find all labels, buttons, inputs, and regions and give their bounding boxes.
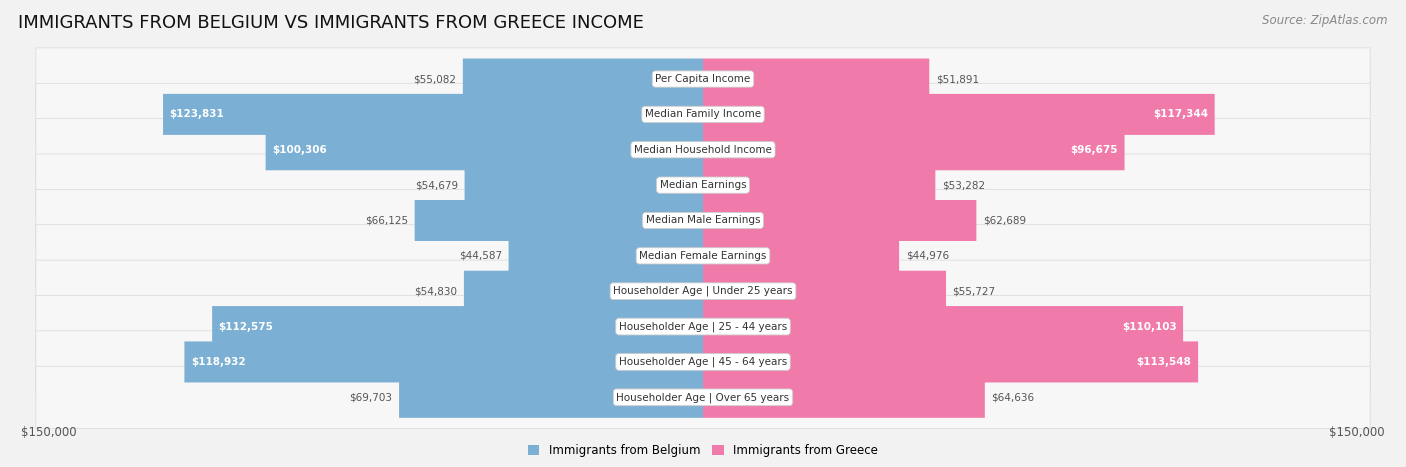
Text: $44,976: $44,976	[905, 251, 949, 261]
FancyBboxPatch shape	[212, 306, 703, 347]
Text: Householder Age | 25 - 44 years: Householder Age | 25 - 44 years	[619, 321, 787, 332]
FancyBboxPatch shape	[37, 83, 1369, 146]
Text: Median Male Earnings: Median Male Earnings	[645, 215, 761, 226]
Text: Householder Age | Under 25 years: Householder Age | Under 25 years	[613, 286, 793, 297]
Text: $66,125: $66,125	[366, 215, 408, 226]
Text: IMMIGRANTS FROM BELGIUM VS IMMIGRANTS FROM GREECE INCOME: IMMIGRANTS FROM BELGIUM VS IMMIGRANTS FR…	[18, 14, 644, 32]
Text: $113,548: $113,548	[1136, 357, 1191, 367]
FancyBboxPatch shape	[37, 296, 1369, 358]
FancyBboxPatch shape	[703, 164, 935, 205]
FancyBboxPatch shape	[37, 331, 1369, 393]
Text: $55,727: $55,727	[952, 286, 995, 296]
FancyBboxPatch shape	[163, 94, 703, 135]
Text: Median Earnings: Median Earnings	[659, 180, 747, 190]
FancyBboxPatch shape	[703, 58, 929, 99]
FancyBboxPatch shape	[37, 48, 1369, 110]
Text: $55,082: $55,082	[413, 74, 457, 84]
Text: $54,830: $54,830	[415, 286, 457, 296]
FancyBboxPatch shape	[703, 377, 984, 418]
Text: $100,306: $100,306	[273, 145, 328, 155]
Text: $110,103: $110,103	[1122, 322, 1177, 332]
Text: $64,636: $64,636	[991, 392, 1035, 402]
FancyBboxPatch shape	[37, 189, 1369, 252]
Text: $62,689: $62,689	[983, 215, 1026, 226]
Legend: Immigrants from Belgium, Immigrants from Greece: Immigrants from Belgium, Immigrants from…	[523, 439, 883, 462]
Text: $69,703: $69,703	[350, 392, 392, 402]
Text: $117,344: $117,344	[1153, 109, 1208, 120]
FancyBboxPatch shape	[37, 154, 1369, 216]
Text: $112,575: $112,575	[219, 322, 274, 332]
FancyBboxPatch shape	[703, 341, 1198, 382]
FancyBboxPatch shape	[703, 94, 1215, 135]
FancyBboxPatch shape	[464, 164, 703, 205]
Text: $123,831: $123,831	[170, 109, 225, 120]
FancyBboxPatch shape	[703, 200, 976, 241]
FancyBboxPatch shape	[703, 129, 1125, 170]
FancyBboxPatch shape	[184, 341, 703, 382]
Text: $44,587: $44,587	[458, 251, 502, 261]
Text: Median Family Income: Median Family Income	[645, 109, 761, 120]
FancyBboxPatch shape	[266, 129, 703, 170]
FancyBboxPatch shape	[703, 271, 946, 312]
Text: Householder Age | Over 65 years: Householder Age | Over 65 years	[616, 392, 790, 403]
Text: $118,932: $118,932	[191, 357, 246, 367]
FancyBboxPatch shape	[509, 235, 703, 276]
Text: $53,282: $53,282	[942, 180, 986, 190]
FancyBboxPatch shape	[399, 377, 703, 418]
FancyBboxPatch shape	[703, 306, 1182, 347]
FancyBboxPatch shape	[415, 200, 703, 241]
Text: Householder Age | 45 - 64 years: Householder Age | 45 - 64 years	[619, 357, 787, 367]
Text: Median Female Earnings: Median Female Earnings	[640, 251, 766, 261]
FancyBboxPatch shape	[37, 119, 1369, 181]
FancyBboxPatch shape	[703, 235, 898, 276]
FancyBboxPatch shape	[37, 225, 1369, 287]
FancyBboxPatch shape	[464, 271, 703, 312]
Text: $54,679: $54,679	[415, 180, 458, 190]
Text: Source: ZipAtlas.com: Source: ZipAtlas.com	[1263, 14, 1388, 27]
Text: Per Capita Income: Per Capita Income	[655, 74, 751, 84]
Text: $51,891: $51,891	[936, 74, 979, 84]
Text: $96,675: $96,675	[1070, 145, 1118, 155]
FancyBboxPatch shape	[463, 58, 703, 99]
FancyBboxPatch shape	[37, 366, 1369, 428]
FancyBboxPatch shape	[37, 260, 1369, 322]
Text: Median Household Income: Median Household Income	[634, 145, 772, 155]
